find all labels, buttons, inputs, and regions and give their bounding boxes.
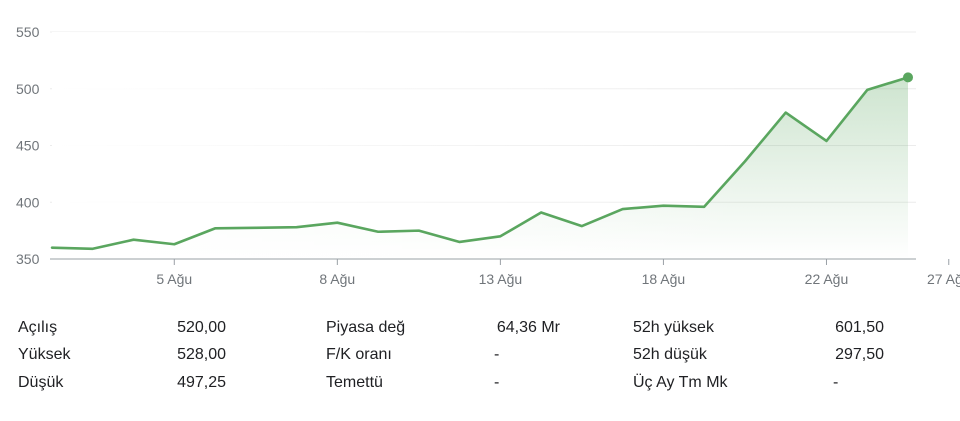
area-fade [52, 32, 752, 259]
data-point [498, 234, 502, 238]
y-axis-labels: 350 400 450 500 550 [16, 24, 40, 267]
data-point [661, 204, 665, 208]
data-point [295, 225, 299, 229]
y-tick-label: 350 [16, 251, 40, 267]
stat-value-3m-avg-vol: - [833, 374, 839, 391]
stat-label-high: Yüksek [18, 346, 71, 363]
stat-value-52w-high: 601,50 [835, 319, 884, 336]
price-chart[interactable]: 350 400 450 500 550 5 Ağu 8 Ağu 13 Ağu 18 Ağu 22… [0, 0, 960, 300]
data-point [172, 242, 176, 246]
stat-label-dividend: Temettü [326, 374, 383, 391]
data-point [865, 88, 869, 92]
stat-value-market-cap: 64,36 Mr [496, 319, 560, 336]
stat-label-low: Düşük [18, 374, 64, 391]
data-point [702, 205, 706, 209]
data-point [91, 247, 95, 251]
data-point [784, 111, 788, 115]
data-point [213, 226, 217, 230]
x-tick-label: 13 Ağu [479, 271, 523, 287]
stat-label-3m-avg-vol: Üç Ay Tm Mk [633, 374, 728, 391]
stat-value-52w-low: 297,50 [835, 346, 884, 363]
y-tick-label: 400 [16, 194, 40, 210]
stat-value-high: 528,00 [177, 346, 226, 363]
stat-value-low: 497,25 [177, 374, 226, 391]
stat-label-pe-ratio: F/K oranı [326, 346, 392, 363]
x-tick-label: 5 Ağu [156, 271, 192, 287]
data-point [621, 207, 625, 211]
data-point [580, 224, 584, 228]
x-axis-labels: 5 Ağu 8 Ağu 13 Ağu 18 Ağu 22 Ağu 27 Ağu [156, 271, 960, 287]
x-tick-label: 8 Ağu [319, 271, 355, 287]
stat-value-open: 520,00 [177, 319, 226, 336]
stat-value-dividend: - [494, 374, 500, 391]
data-point [376, 230, 380, 234]
stat-value-pe-ratio: - [494, 346, 500, 363]
data-point [743, 159, 747, 163]
x-tick-label: 22 Ağu [805, 271, 849, 287]
y-tick-label: 550 [16, 24, 40, 40]
data-point [254, 226, 258, 230]
last-price-point[interactable] [903, 72, 913, 83]
series-line[interactable] [50, 76, 910, 251]
area-fill [52, 32, 908, 260]
stat-label-market-cap: Piyasa değ [326, 319, 406, 336]
data-point [417, 229, 421, 233]
stat-label-open: Açılış [18, 319, 58, 336]
x-tick-label: 27 Ağu [927, 271, 960, 287]
data-point [50, 246, 54, 250]
stat-label-52w-high: 52h yüksek [633, 319, 714, 336]
y-tick-label: 500 [16, 81, 40, 97]
series-points [50, 72, 913, 251]
x-axis [50, 258, 950, 265]
price-line[interactable] [50, 76, 910, 251]
x-tick-label: 18 Ağu [642, 271, 686, 287]
y-tick-label: 450 [16, 138, 40, 154]
data-point [824, 139, 828, 143]
data-point [132, 238, 136, 242]
stat-label-52w-low: 52h düşük [633, 346, 707, 363]
data-point [458, 240, 462, 244]
data-point [335, 221, 339, 225]
data-point [539, 210, 543, 214]
